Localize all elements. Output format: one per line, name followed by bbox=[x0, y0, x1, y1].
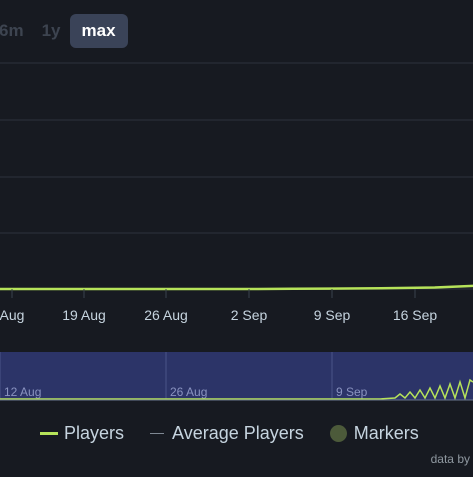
legend-players-label: Players bbox=[64, 422, 125, 443]
x-tick-label: 2 Sep bbox=[231, 307, 268, 323]
series-players-line bbox=[0, 284, 473, 291]
x-tick-label: 9 Sep bbox=[314, 307, 351, 323]
chart-series bbox=[0, 284, 473, 291]
navigator-series-line bbox=[0, 378, 473, 401]
legend-players[interactable]: Players bbox=[40, 423, 124, 444]
legend-average-players[interactable]: Average Players bbox=[150, 423, 304, 444]
range-selector: 6m 1y max bbox=[0, 14, 128, 48]
chart-legend: Players Average Players Markers bbox=[40, 418, 445, 448]
average-players-swatch bbox=[150, 432, 165, 434]
navigator-range-fill[interactable] bbox=[0, 352, 473, 400]
range-6m-button[interactable]: 6m bbox=[0, 21, 24, 40]
range-max-button[interactable]: max bbox=[69, 14, 128, 48]
navigator-tick-label: 26 Aug bbox=[170, 385, 207, 399]
x-tick-label: 16 Sep bbox=[393, 307, 438, 323]
markers-swatch bbox=[329, 424, 347, 442]
navigator-ticks: 12 Aug 26 Aug 9 Sep bbox=[0, 352, 368, 400]
legend-markers-label: Markers bbox=[353, 422, 419, 443]
data-credit[interactable]: data by bbox=[430, 452, 470, 466]
range-1y-button[interactable]: 1y bbox=[41, 21, 61, 40]
player-count-chart: Aug 19 Aug 26 Aug 2 Sep 9 Sep 16 Sep bbox=[0, 62, 473, 323]
players-swatch bbox=[40, 431, 58, 435]
x-tick-label: 19 Aug bbox=[62, 307, 106, 323]
legend-average-label: Average Players bbox=[172, 422, 304, 443]
chart-gridlines bbox=[0, 62, 473, 290]
x-tick-label: 26 Aug bbox=[144, 307, 188, 323]
navigator-tick-label: 12 Aug bbox=[4, 385, 41, 399]
x-tick-label: Aug bbox=[0, 307, 24, 323]
navigator[interactable]: 12 Aug 26 Aug 9 Sep bbox=[0, 352, 473, 404]
navigator-tick-label: 9 Sep bbox=[336, 385, 368, 399]
x-axis-ticks: Aug 19 Aug 26 Aug 2 Sep 9 Sep 16 Sep bbox=[0, 289, 437, 323]
series-average-players-line bbox=[0, 285, 473, 290]
legend-markers[interactable]: Markers bbox=[329, 422, 419, 444]
